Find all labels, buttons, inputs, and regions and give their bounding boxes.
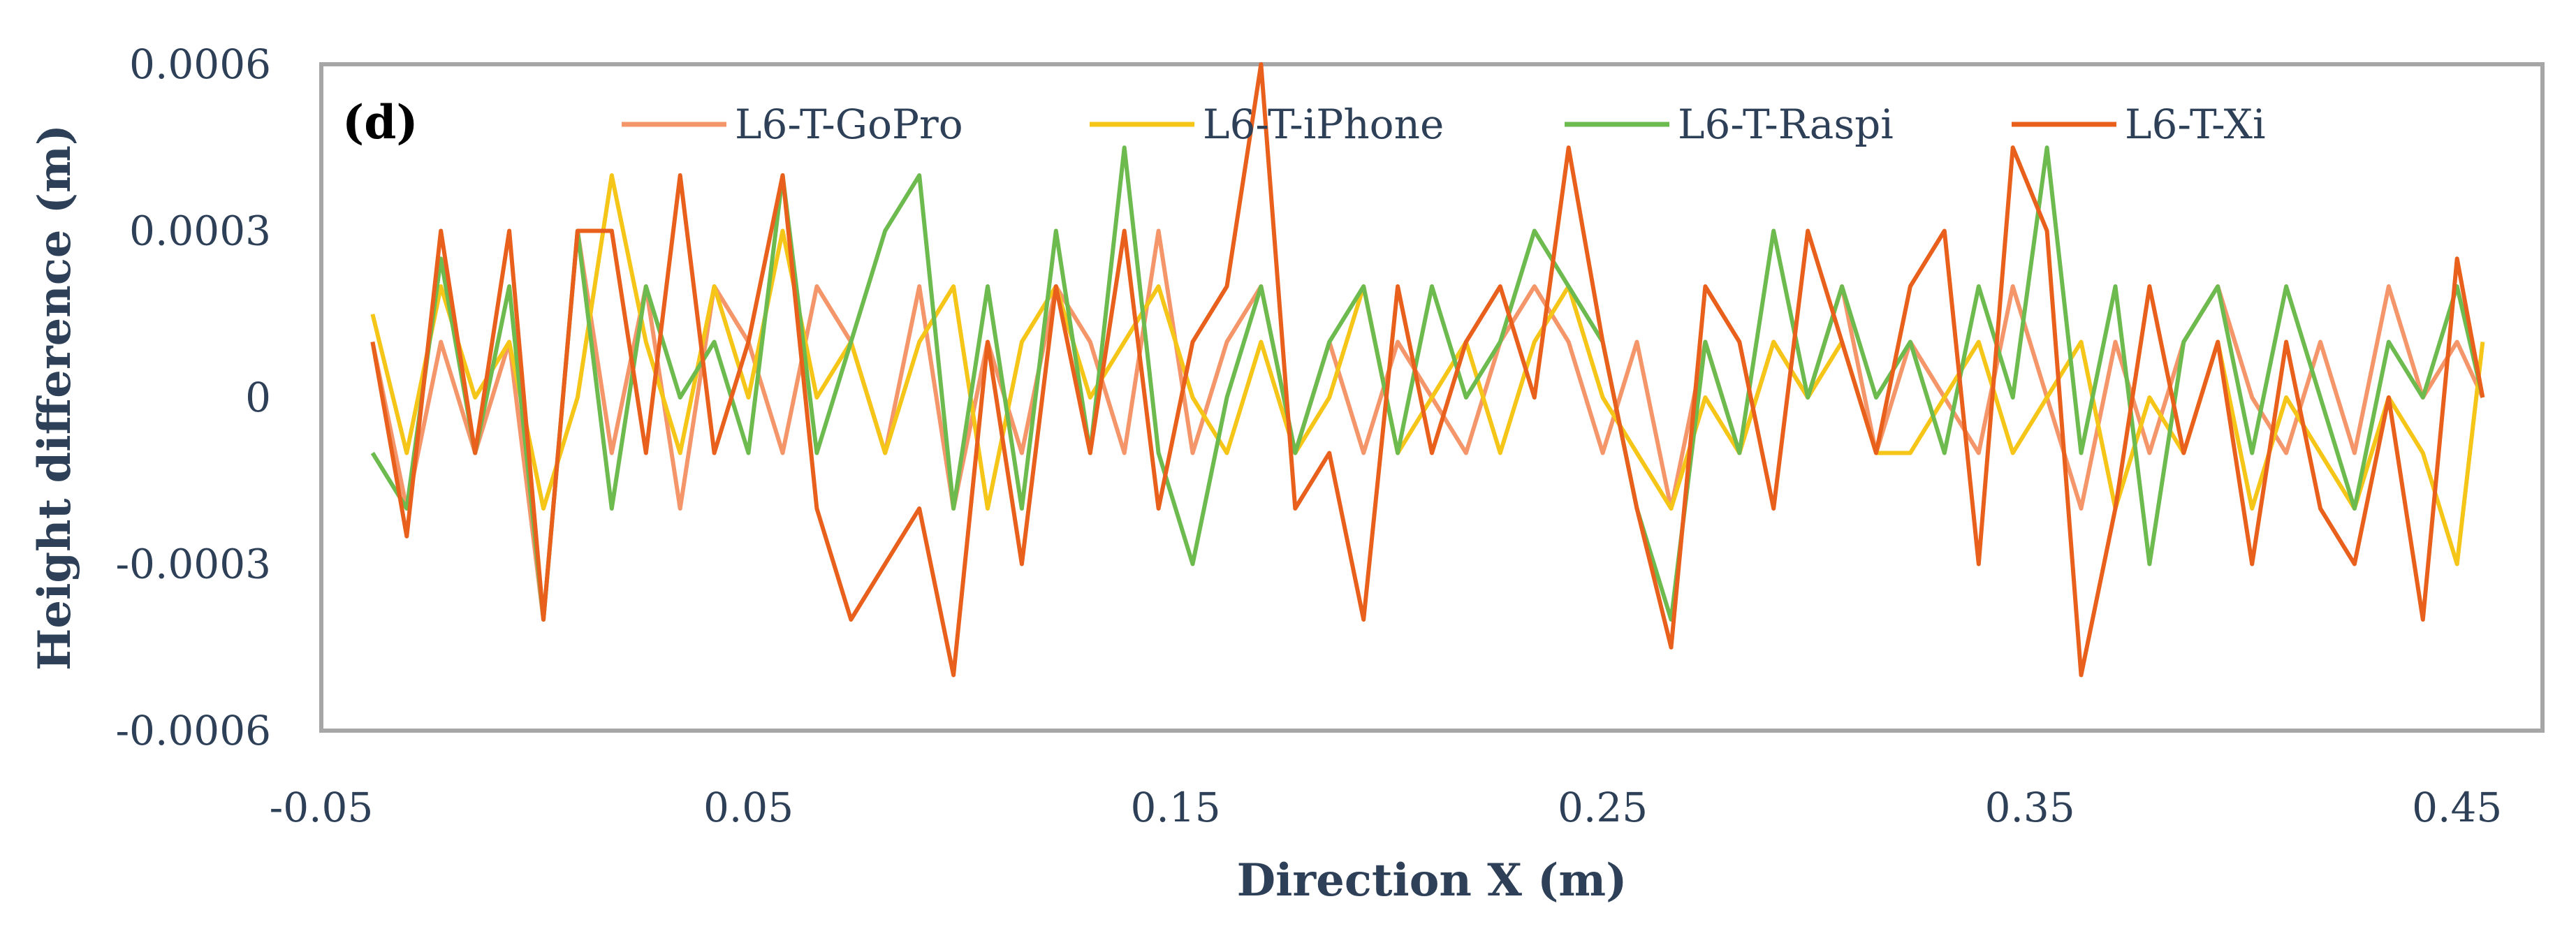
legend-label: L6-T-GoPro <box>735 101 963 148</box>
legend-label: L6-T-Raspi <box>1678 101 1894 148</box>
x-tick-label: -0.05 <box>270 784 374 831</box>
x-tick-label: 0.35 <box>1985 784 2075 831</box>
y-tick-label: 0.0006 <box>129 41 271 88</box>
x-tick-label: 0.05 <box>703 784 793 831</box>
x-tick-label: 0.15 <box>1131 784 1221 831</box>
series-line-l6-t-xi <box>370 62 2485 678</box>
series-line-l6-t-raspi <box>370 145 2485 622</box>
x-axis-title: Direction X (m) <box>1237 854 1627 907</box>
x-tick-label: 0.25 <box>1558 784 1648 831</box>
legend: L6-T-GoPro L6-T-iPhone L6-T-Raspi L6-T-Xi <box>622 101 2266 148</box>
y-tick-label: -0.0006 <box>115 707 271 754</box>
panel-label: (d) <box>342 95 418 149</box>
y-tick-label: 0.0003 <box>129 207 271 255</box>
x-tick-label: 0.45 <box>2412 784 2502 831</box>
x-axis-ticks: -0.05 0.05 0.15 0.25 0.35 0.45 <box>270 784 2503 831</box>
y-axis-title: Height difference (m) <box>29 124 81 671</box>
legend-label: L6-T-iPhone <box>1203 101 1444 148</box>
series-layer <box>370 62 2485 678</box>
y-tick-label: -0.0003 <box>115 541 271 588</box>
y-axis-ticks: 0.0006 0.0003 0 -0.0003 -0.0006 <box>115 41 271 754</box>
y-tick-label: 0 <box>245 374 271 421</box>
legend-label: L6-T-Xi <box>2125 101 2266 148</box>
series-line-l6-t-iphone <box>370 173 2485 566</box>
